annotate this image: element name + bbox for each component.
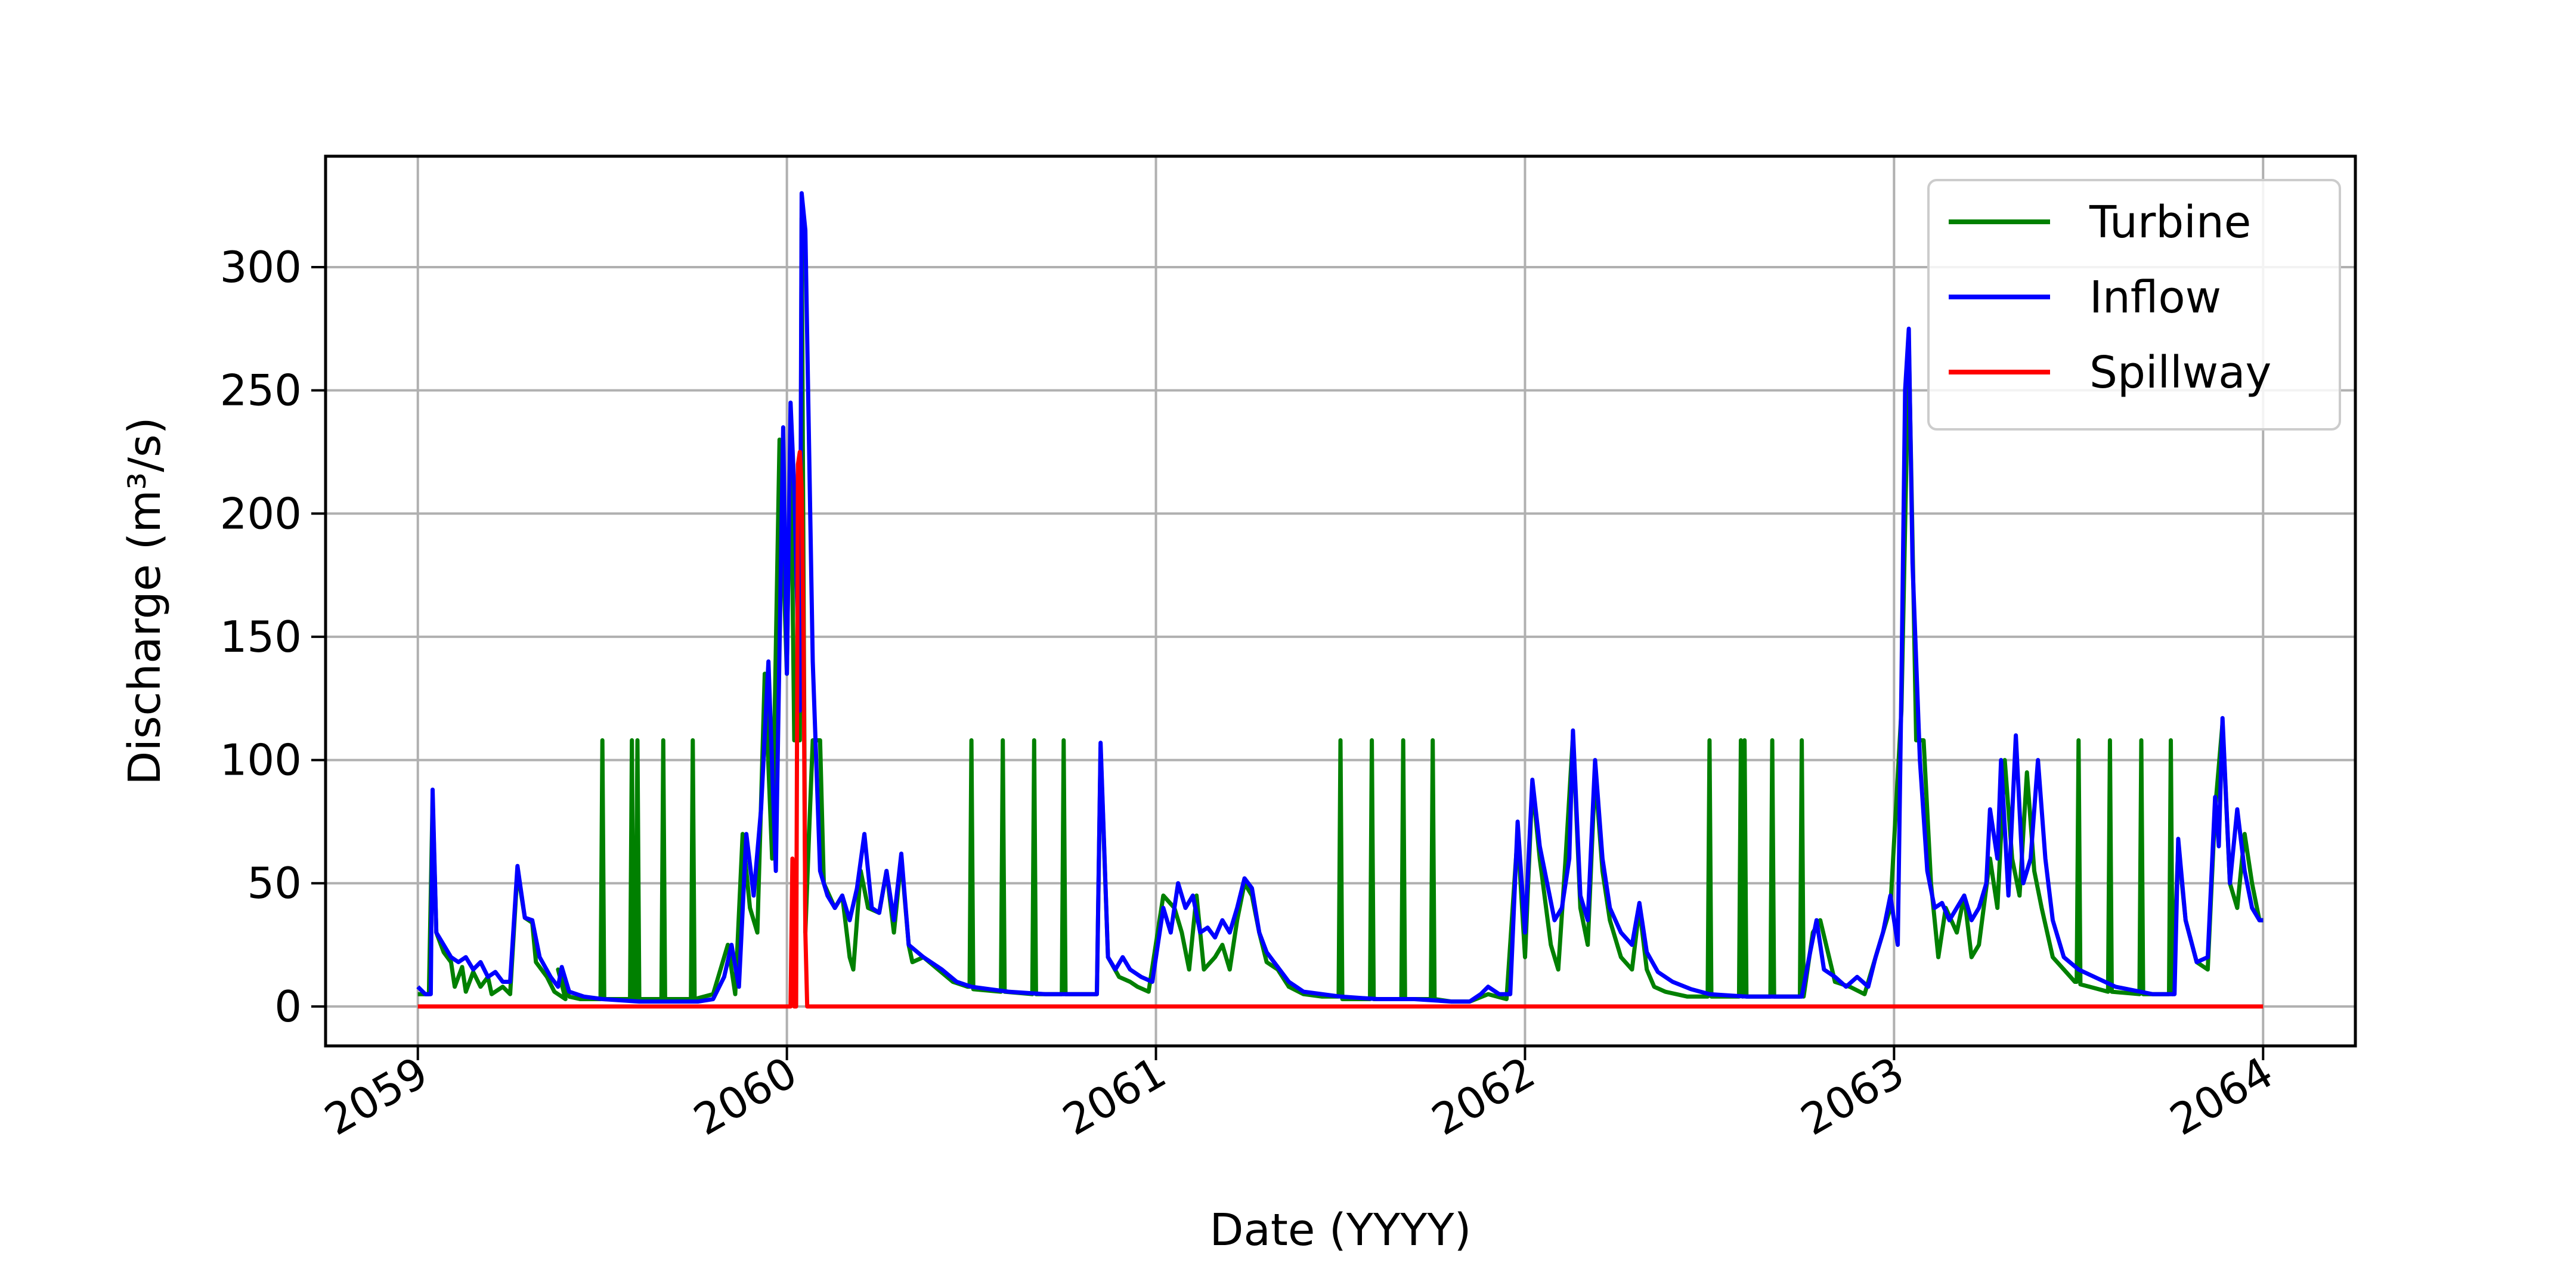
y-tick-label: 300 — [220, 242, 302, 292]
series-line-inflow — [416, 191, 2264, 1004]
y-axis-label: Discharge (m³/s) — [119, 417, 171, 785]
y-tick-label: 250 — [220, 366, 302, 416]
y-tick-label: 0 — [274, 982, 302, 1032]
x-axis-label: Date (YYYY) — [1210, 1205, 1472, 1256]
plot-frame — [324, 154, 2357, 1048]
series-line-spillway — [417, 450, 2264, 1009]
legend-label-inflow: Inflow — [2089, 272, 2221, 323]
legend: Turbine Inflow Spillway — [1927, 179, 2341, 431]
y-axis: 0 50 100 150 200 250 300 — [220, 242, 326, 1032]
y-tick-label: 50 — [247, 858, 302, 908]
y-tick-label: 150 — [220, 612, 302, 662]
y-tick-label: 200 — [220, 488, 302, 538]
y-tick-label: 100 — [220, 735, 302, 785]
legend-box — [1927, 179, 2341, 431]
legend-label-turbine: Turbine — [2089, 197, 2251, 248]
plot-area — [416, 191, 2264, 1009]
legend-label-spillway: Spillway — [2089, 347, 2271, 398]
